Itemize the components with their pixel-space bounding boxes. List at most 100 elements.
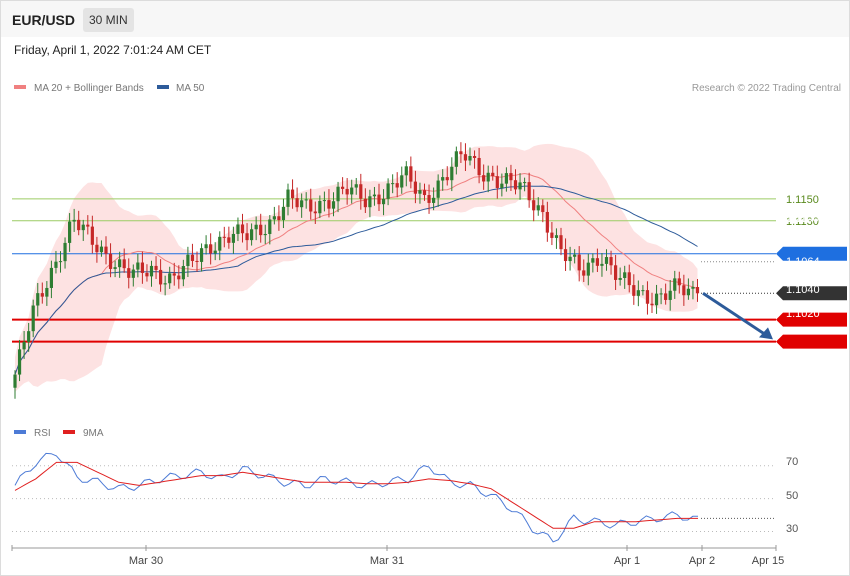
candle (145, 264, 149, 282)
candle (195, 251, 199, 272)
candle (454, 146, 458, 175)
level-tag-1.1100 (776, 246, 847, 261)
candle (381, 189, 386, 216)
time-axis: Mar 30 Mar 31 Apr 1 Apr 2 Apr 15 (11, 545, 784, 567)
candle (418, 182, 422, 204)
candle (227, 226, 231, 249)
legend-label-rsi: RSI (34, 428, 51, 439)
candle (654, 284, 659, 314)
candle (77, 210, 81, 236)
candle (495, 165, 499, 199)
candle (313, 201, 317, 224)
candle (149, 260, 154, 287)
candle (413, 170, 417, 204)
candle (513, 169, 518, 195)
candle (131, 264, 135, 287)
level-label-1100: 1.1100 (786, 213, 819, 225)
candle (486, 165, 490, 193)
candle (27, 322, 31, 352)
candle (563, 238, 568, 271)
candle (659, 288, 663, 305)
candle (372, 186, 377, 206)
candle (609, 250, 613, 275)
level-label-1130: 1.1130 (786, 216, 819, 228)
level-label-1150: 1.1150 (786, 194, 819, 206)
candle (163, 275, 167, 296)
candle (63, 237, 67, 269)
candle (368, 189, 372, 218)
candle (441, 169, 445, 191)
rsi-axis: 70 50 30 (786, 456, 798, 535)
candle (168, 266, 172, 289)
candle (536, 197, 540, 216)
candle (459, 142, 463, 163)
candle (54, 250, 58, 274)
candle (391, 174, 395, 194)
candle (645, 281, 650, 315)
candle (159, 259, 163, 292)
candle (568, 246, 572, 271)
candle (58, 251, 63, 273)
candle (95, 236, 99, 263)
candle (554, 228, 559, 249)
candle (304, 192, 308, 209)
candle (99, 240, 104, 257)
level-label-1020: 1.1020 (786, 308, 820, 320)
candle (377, 183, 381, 211)
price-legend: MA 20 + Bollinger Bands MA 50 Research ©… (14, 83, 841, 94)
candle (623, 265, 627, 289)
candle (172, 262, 176, 286)
candle (81, 219, 85, 241)
candle (118, 251, 122, 278)
candle (600, 253, 604, 277)
candle (614, 254, 618, 291)
rsi-tick-30: 30 (786, 523, 798, 535)
candle (682, 274, 686, 306)
candle (231, 226, 235, 254)
candle (518, 173, 522, 200)
candle (186, 246, 190, 277)
legend-swatch-ma20 (14, 85, 26, 89)
level-label-1040: 1.1040 (786, 284, 820, 296)
candle (595, 248, 599, 272)
candle (673, 270, 677, 299)
candle (345, 178, 349, 205)
candle (354, 177, 358, 195)
symbol-title: EUR/USD (12, 12, 76, 28)
timeframe-badge[interactable]: 30 MIN (83, 8, 134, 32)
legend-swatch-rsi (14, 430, 26, 434)
candle (40, 282, 44, 304)
candle (136, 253, 140, 278)
rsi-series (14, 452, 776, 543)
x-tick-apr1: Apr 1 (614, 555, 640, 567)
candle (582, 259, 586, 283)
candle (45, 281, 49, 306)
candle (236, 217, 240, 242)
forecast-arrow-icon (702, 292, 773, 340)
candle (240, 213, 245, 243)
candle (72, 208, 76, 232)
candle (341, 177, 345, 195)
candle (650, 292, 654, 314)
candle (577, 246, 581, 282)
candle (450, 157, 454, 192)
candle (204, 235, 208, 255)
candle (122, 248, 126, 273)
candle (309, 188, 313, 220)
candle (541, 199, 545, 223)
rsi-9ma-line (14, 461, 698, 529)
candle (277, 205, 281, 231)
candle (49, 260, 53, 299)
candle (668, 279, 672, 311)
candle (468, 147, 472, 166)
candle (691, 280, 695, 300)
candle (482, 164, 486, 190)
legend-swatch-ma50 (157, 85, 169, 89)
candle (209, 233, 213, 265)
candle (272, 206, 276, 225)
candle (509, 164, 513, 191)
x-tick-mar30: Mar 30 (129, 555, 163, 567)
candle (86, 215, 90, 235)
candle (199, 243, 204, 272)
legend-label-ma50: MA 50 (176, 83, 205, 94)
